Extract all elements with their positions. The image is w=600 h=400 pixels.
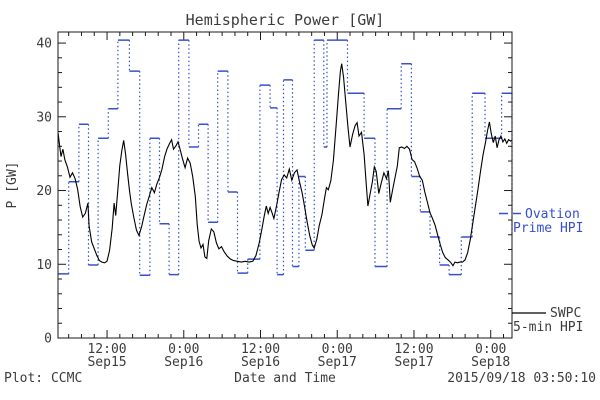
ovation-legend-label-line2: Prime HPI (513, 221, 583, 236)
ovation-step-series (58, 39, 512, 277)
y-tick-label: 0 (44, 332, 52, 347)
plot-border (57, 31, 513, 339)
swpc-legend-label-line2: 5-min HPI (513, 320, 583, 335)
x-tick-date-label: Sep16 (241, 355, 280, 370)
x-tick-time-label: 12:00 (394, 342, 433, 357)
footer-timestamp: 2015/09/18 03:50:10 (447, 371, 596, 386)
swpc-line-series (57, 63, 513, 267)
axis-ticks (58, 32, 512, 339)
x-axis-label: Date and Time (234, 371, 336, 386)
x-tick-time-label: 12:00 (87, 342, 126, 357)
legend-swpc: SWPC 5-min HPI (512, 306, 583, 335)
swpc-legend-label-line1: SWPC (550, 306, 581, 321)
y-tick-label: 10 (36, 258, 52, 273)
axis-tick-labels: 01020304012:00Sep150:00Sep1612:00Sep160:… (36, 37, 510, 370)
data-series (57, 39, 513, 277)
x-tick-time-label: 12:00 (241, 342, 280, 357)
legend-ovation: Ovation Prime HPI (499, 207, 583, 236)
x-tick-date-label: Sep17 (394, 355, 433, 370)
ovation-legend-label-line1: Ovation (525, 207, 580, 222)
y-tick-label: 20 (36, 184, 52, 199)
y-axis-label: P [GW] (5, 162, 20, 209)
x-tick-time-label: 0:00 (322, 342, 353, 357)
x-tick-date-label: Sep15 (87, 355, 126, 370)
y-tick-label: 30 (36, 110, 52, 125)
ovation-dotted-risers (68, 40, 513, 276)
y-tick-label: 40 (36, 37, 52, 52)
chart-title: Hemispheric Power [GW] (186, 11, 385, 29)
x-tick-time-label: 0:00 (475, 342, 506, 357)
footer-plot-credit: Plot: CCMC (4, 371, 82, 386)
x-tick-date-label: Sep17 (318, 355, 357, 370)
x-tick-date-label: Sep18 (471, 355, 510, 370)
x-tick-time-label: 0:00 (168, 342, 199, 357)
x-tick-date-label: Sep16 (164, 355, 203, 370)
